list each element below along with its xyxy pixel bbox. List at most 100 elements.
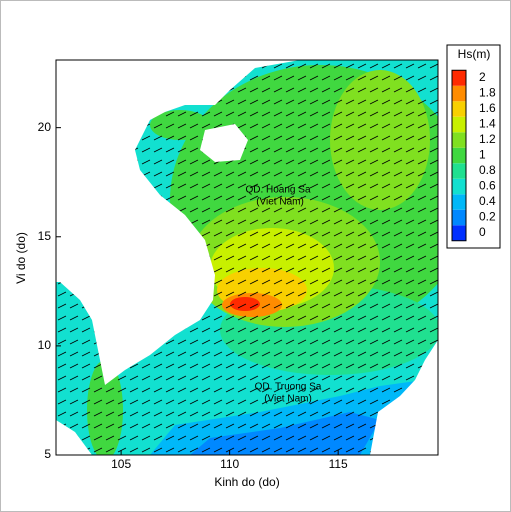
arrow [381,231,391,237]
arrow [333,147,343,153]
arrow [345,255,355,261]
arrow [249,399,259,405]
arrow [273,63,283,69]
arrow [309,147,319,153]
arrow [321,447,331,453]
arrow [225,243,235,249]
arrow [81,435,91,441]
arrow [237,435,247,441]
arrow [189,111,199,117]
arrow [345,171,355,177]
arrow [285,99,295,105]
arrow [57,315,67,321]
arrow [297,195,307,201]
arrow [213,339,223,345]
arrow [321,111,331,117]
arrow [237,327,247,333]
colorbar-cell [452,132,466,148]
arrow [321,159,331,165]
arrow [393,339,403,345]
arrow [393,123,403,129]
arrow [357,351,367,357]
arrow [381,99,391,105]
arrow [189,411,199,417]
arrow [381,195,391,201]
arrow [333,339,343,345]
colorbar-label: 2 [479,70,486,84]
arrow [249,339,259,345]
arrow [273,99,283,105]
arrow [249,87,259,93]
arrow [381,399,391,405]
arrow [381,363,391,369]
arrow [225,423,235,429]
arrow [81,339,91,345]
arrow [225,375,235,381]
arrow [189,387,199,393]
arrow [273,411,283,417]
arrow [297,291,307,297]
arrow [189,375,199,381]
arrow [105,447,115,453]
arrow [213,315,223,321]
arrow [249,423,259,429]
arrow [285,75,295,81]
land-mainland [56,60,300,385]
arrow [297,255,307,261]
arrow [129,375,139,381]
arrow [237,195,247,201]
arrow [237,207,247,213]
arrow [357,339,367,345]
x-tick-label: 115 [329,457,348,471]
arrow [165,423,175,429]
arrow [417,231,427,237]
arrow [249,171,259,177]
arrow [273,171,283,177]
arrow [309,243,319,249]
arrow [261,111,271,117]
arrow [165,195,175,201]
arrow [105,423,115,429]
arrow [321,123,331,129]
arrow [81,351,91,357]
arrow [345,423,355,429]
arrow [393,63,403,69]
arrow [417,243,427,249]
arrow [297,303,307,309]
arrow [213,171,223,177]
arrow [429,159,438,165]
arrow [381,303,391,309]
arrow [297,123,307,129]
arrow [333,363,343,369]
arrow [201,171,211,177]
arrow [213,423,223,429]
arrow [417,183,427,189]
arrow [237,303,247,309]
arrow [345,219,355,225]
arrow [69,363,79,369]
arrow [201,447,211,453]
arrow [201,363,211,369]
arrow [429,303,438,309]
arrow [225,171,235,177]
arrow [369,231,379,237]
arrow [273,183,283,189]
arrow [309,255,319,261]
arrow [345,363,355,369]
arrow [417,195,427,201]
arrow [357,87,367,93]
arrow [321,75,331,81]
arrow [273,399,283,405]
arrow [333,63,343,69]
arrow [93,435,103,441]
arrow [369,291,379,297]
arrow [297,159,307,165]
arrow [285,231,295,237]
arrow [273,111,283,117]
arrow [249,75,259,81]
arrow [177,447,187,453]
arrow [225,435,235,441]
arrow [81,327,91,333]
arrow [273,255,283,261]
arrow [285,351,295,357]
